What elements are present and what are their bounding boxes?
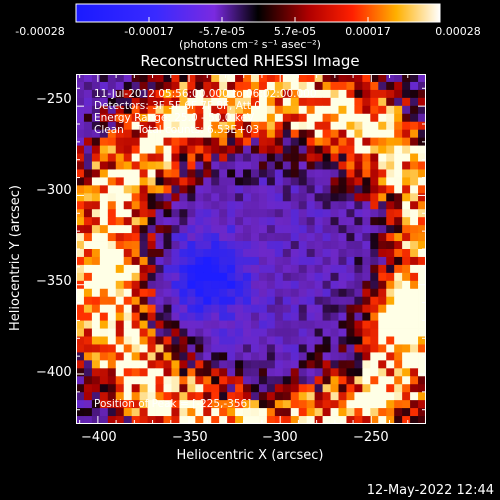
colorbar-tick: -0.00028 <box>15 25 65 38</box>
colorbar-tick: 5.7e-05 <box>273 25 317 38</box>
energy-range-info: Energy Range: 25.0 - 50.0 keV <box>94 112 255 124</box>
detectors-info: Detectors: 3F 5F 6F 7F 8F, Att 0 <box>94 100 261 112</box>
observation-time: 11-Jul-2012 05:56:00.000 to 06:02:00.000 <box>94 88 317 100</box>
clean-counts-info: Clean Total counts: 6.53E+03 <box>94 124 260 136</box>
y-tick-label: −400 <box>36 365 72 380</box>
colorbar-tick: 0.00017 <box>345 25 391 38</box>
y-axis-label: Heliocentric Y (arcsec) <box>8 185 23 331</box>
x-axis-label: Heliocentric X (arcsec) <box>176 448 324 463</box>
x-tick-label: −250 <box>353 430 389 445</box>
x-tick-label: −300 <box>262 430 298 445</box>
heatmap-plot <box>76 74 426 424</box>
peak-position-info: Position of Peak = [-225,-356] <box>94 398 252 410</box>
colorbar-tick: -5.7e-05 <box>198 25 246 38</box>
x-tick-label: −350 <box>172 430 208 445</box>
footer-timestamp: 12-May-2022 12:44 <box>366 483 494 498</box>
x-tick-label: −400 <box>81 430 117 445</box>
y-tick-label: −250 <box>36 92 72 107</box>
colorbar <box>75 3 441 23</box>
colorbar-tick: 0.00028 <box>435 25 481 38</box>
y-tick-label: −350 <box>36 274 72 289</box>
colorbar-gradient <box>75 3 441 23</box>
colorbar-tick: -0.00017 <box>124 25 174 38</box>
y-tick-label: −300 <box>36 183 72 198</box>
heatmap-cells <box>76 74 426 424</box>
colorbar-units-label: (photons cm⁻² s⁻¹ asec⁻²) <box>179 38 321 51</box>
chart-title: Reconstructed RHESSI Image <box>140 52 360 70</box>
